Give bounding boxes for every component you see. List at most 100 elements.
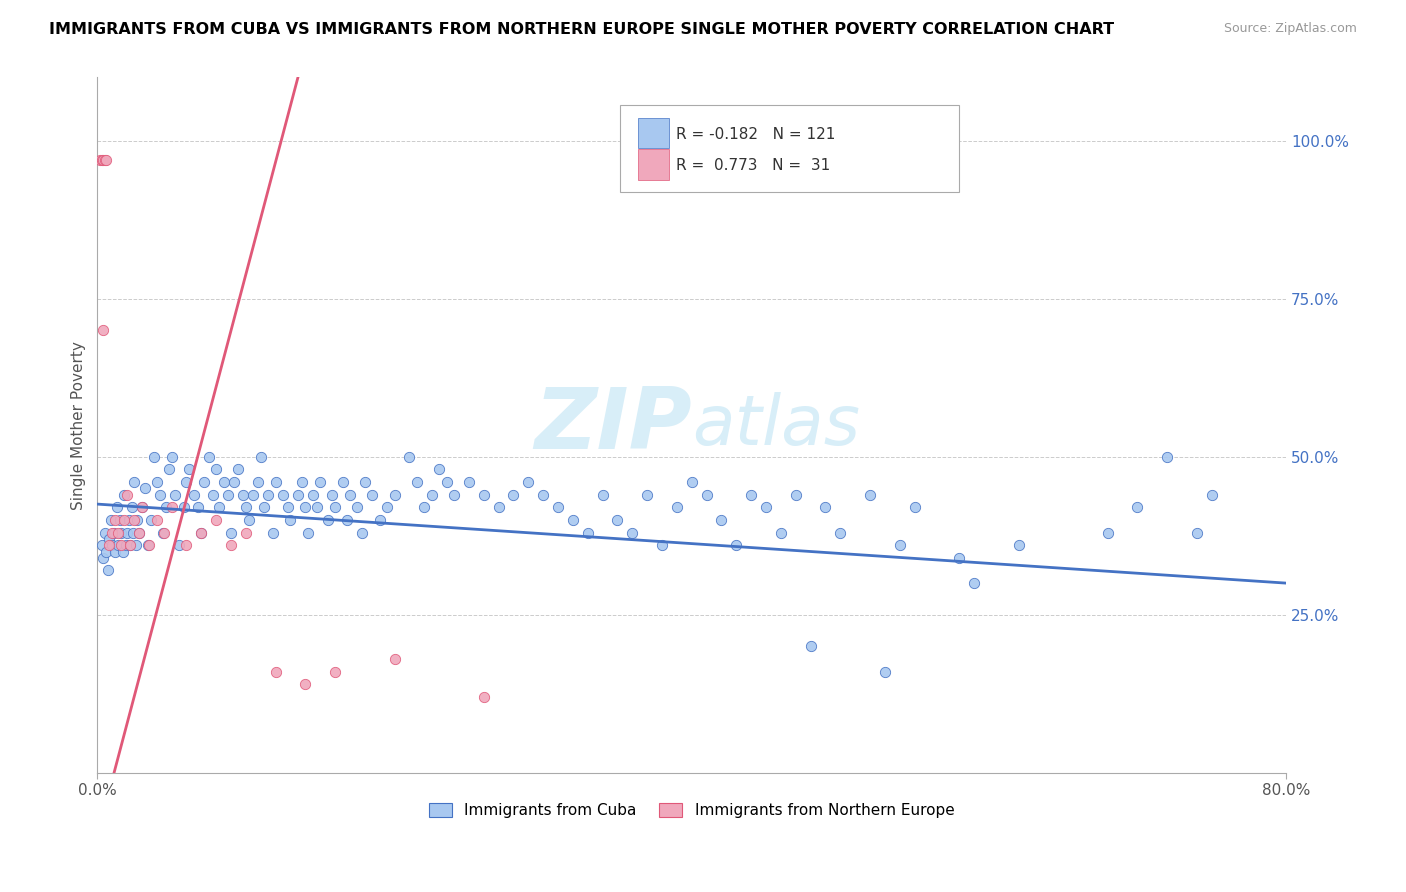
Point (531, 488, 554, 502)
Point (291, 475, 314, 489)
Point (118, 538, 141, 552)
Point (124, 475, 146, 489)
Point (153, 525, 176, 540)
Point (262, 525, 284, 540)
Point (160, 500, 183, 515)
Point (97, 564, 120, 578)
Point (1126, 500, 1149, 515)
Point (108, 513, 131, 527)
Point (235, 500, 257, 515)
Point (547, 500, 569, 515)
Point (90, 153, 112, 167)
Text: atlas: atlas (692, 392, 859, 458)
Point (183, 488, 205, 502)
Point (1156, 450, 1178, 464)
Point (339, 488, 361, 502)
Point (502, 488, 524, 502)
Point (309, 475, 332, 489)
Point (176, 538, 198, 552)
Point (91, 323, 114, 337)
Point (294, 500, 316, 515)
Point (873, 665, 896, 679)
Point (321, 488, 343, 502)
Point (101, 538, 124, 552)
Point (232, 488, 254, 502)
Point (963, 576, 986, 591)
Point (323, 665, 346, 679)
Point (228, 462, 250, 476)
Point (353, 475, 375, 489)
Point (710, 513, 733, 527)
Point (1185, 525, 1208, 540)
Point (681, 475, 703, 489)
Point (889, 538, 911, 552)
Point (280, 513, 302, 527)
Point (117, 513, 139, 527)
Point (361, 488, 384, 502)
Point (121, 500, 143, 515)
Point (105, 500, 128, 515)
Point (187, 500, 209, 515)
Text: R = -0.182   N = 121: R = -0.182 N = 121 (676, 127, 835, 142)
Point (384, 488, 406, 502)
Point (472, 690, 495, 704)
Point (253, 500, 276, 515)
Point (323, 500, 346, 515)
Point (297, 525, 319, 540)
Point (202, 488, 225, 502)
Point (307, 500, 329, 515)
Point (606, 513, 628, 527)
Point (212, 475, 235, 489)
Point (104, 544, 127, 558)
Point (110, 538, 132, 552)
Point (725, 538, 748, 552)
Point (103, 525, 125, 540)
Point (859, 488, 882, 502)
FancyBboxPatch shape (638, 118, 669, 148)
Point (350, 525, 373, 540)
Point (142, 450, 165, 464)
Text: IMMIGRANTS FROM CUBA VS IMMIGRANTS FROM NORTHERN EUROPE SINGLE MOTHER POVERTY CO: IMMIGRANTS FROM CUBA VS IMMIGRANTS FROM … (49, 22, 1115, 37)
Point (294, 677, 316, 691)
Point (173, 500, 195, 515)
Text: ZIP: ZIP (534, 384, 692, 467)
Point (146, 475, 169, 489)
Point (561, 513, 583, 527)
Point (146, 513, 169, 527)
Point (238, 513, 260, 527)
Point (242, 488, 264, 502)
Point (90, 538, 112, 552)
Point (111, 544, 134, 558)
Point (301, 488, 323, 502)
Point (160, 450, 183, 464)
Point (91, 153, 114, 167)
Legend: Immigrants from Cuba, Immigrants from Northern Europe: Immigrants from Cuba, Immigrants from No… (423, 797, 960, 824)
Point (96, 544, 118, 558)
Point (128, 525, 150, 540)
Point (124, 513, 146, 527)
Point (122, 525, 145, 540)
Point (118, 538, 141, 552)
Point (1201, 488, 1223, 502)
Point (219, 525, 242, 540)
Point (205, 513, 228, 527)
Point (346, 500, 368, 515)
Point (131, 500, 153, 515)
Point (155, 500, 177, 515)
Point (197, 450, 219, 464)
Point (94, 153, 117, 167)
Point (96, 153, 118, 167)
Point (264, 475, 287, 489)
Point (287, 488, 309, 502)
Point (89, 153, 111, 167)
Point (205, 462, 228, 476)
Point (115, 525, 138, 540)
Point (152, 525, 174, 540)
Point (125, 538, 148, 552)
Point (100, 513, 122, 527)
Point (427, 462, 450, 476)
Point (665, 500, 688, 515)
Point (316, 513, 339, 527)
Point (115, 488, 138, 502)
Point (139, 513, 162, 527)
